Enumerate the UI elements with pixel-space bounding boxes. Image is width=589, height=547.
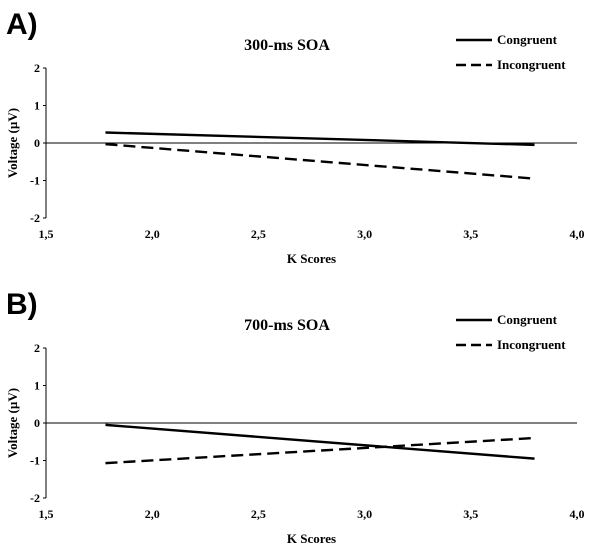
x-tick-label: 4,0 xyxy=(570,227,585,241)
chart-panel-b: B) 700-ms SOA 2 1 0 -1 -2 1,5 2,0 2,5 3,0 3,5 4,0 K S… xyxy=(5,288,585,546)
panel-label: B) xyxy=(6,288,38,321)
series-line-congruent xyxy=(105,423,535,460)
x-tick-label: 2,5 xyxy=(251,507,266,521)
x-axis-label: K Scores xyxy=(287,251,336,266)
legend-label-congruent: Congruent xyxy=(497,32,558,47)
y-tick-label: 1 xyxy=(34,99,40,113)
x-tick-label: 1,5 xyxy=(39,507,54,521)
x-tick-label: 3,5 xyxy=(463,507,478,521)
chart-title: 300-ms SOA xyxy=(244,37,330,54)
x-tick-label: 3,0 xyxy=(357,507,372,521)
legend-label-incongruent: Incongruent xyxy=(497,57,566,72)
y-tick-label: -1 xyxy=(30,454,40,468)
series-line-congruent xyxy=(105,131,535,147)
x-axis-label: K Scores xyxy=(287,531,336,546)
y-tick-label: -2 xyxy=(30,491,40,505)
chart-title: 700-ms SOA xyxy=(244,317,330,334)
x-tick-label: 2,0 xyxy=(145,507,160,521)
panel-label: A) xyxy=(6,8,38,41)
x-tick-label: 1,5 xyxy=(39,227,54,241)
y-axis-label: Voltage (µV) xyxy=(5,108,20,178)
y-tick-label: 2 xyxy=(34,341,40,355)
x-tick-label: 4,0 xyxy=(570,507,585,521)
y-tick-label: 0 xyxy=(34,416,40,430)
x-tick-label: 2,5 xyxy=(251,227,266,241)
y-tick-label: -2 xyxy=(30,211,40,225)
legend-label-incongruent: Incongruent xyxy=(497,337,566,352)
y-tick-label: 0 xyxy=(34,136,40,150)
legend-label-congruent: Congruent xyxy=(497,312,558,327)
x-tick-label: 3,5 xyxy=(463,227,478,241)
y-tick-label: 2 xyxy=(34,61,40,75)
chart-panel-a: A) 300-ms SOA 2 1 0 -1 -2 1,5 2,0 2,5 3,0 3,5 4,0 K S… xyxy=(5,8,585,266)
y-axis-label: Voltage (µV) xyxy=(5,388,20,458)
series-line-incongruent xyxy=(105,142,535,180)
y-tick-label: -1 xyxy=(30,174,40,188)
x-tick-label: 3,0 xyxy=(357,227,372,241)
y-tick-label: 1 xyxy=(34,379,40,393)
x-tick-label: 2,0 xyxy=(145,227,160,241)
